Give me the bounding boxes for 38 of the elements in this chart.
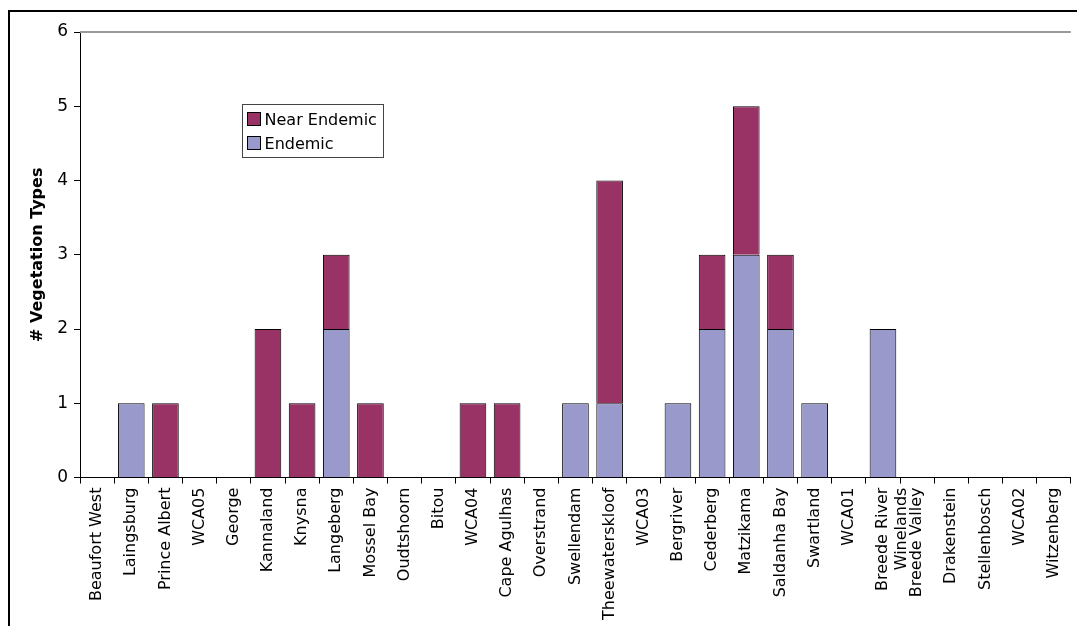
- x-tick-label: Matzikama: [735, 487, 755, 575]
- x-tick-label: WCA02: [1008, 487, 1028, 546]
- x-tick-label: Cape Agulhas: [496, 487, 516, 598]
- x-tick-label: Knysna: [291, 487, 311, 546]
- x-tick-label: Beaufort West: [86, 487, 106, 602]
- x-tick-label: WCA05: [188, 487, 208, 546]
- y-tick-label: 3: [57, 243, 69, 264]
- x-tick-label: Swellendam: [564, 487, 584, 586]
- x-tick-label: Langeberg: [325, 487, 345, 573]
- y-tick-label: 1: [57, 391, 69, 412]
- y-tick-label: 5: [57, 94, 69, 115]
- x-tick-label: Mossel Bay: [359, 487, 379, 578]
- x-tick-label: Theewaterskloof: [598, 487, 618, 622]
- y-tick-label: 2: [57, 317, 69, 338]
- x-tick-label: Oudtshoorn: [393, 487, 413, 582]
- x-tick-label: Swartland: [803, 487, 823, 569]
- x-tick-label: WCA04: [462, 487, 482, 546]
- x-tick-label: Overstrand: [530, 487, 550, 578]
- x-tick-label: Laingsburg: [120, 487, 140, 577]
- x-tick-label: Stellenbosch: [974, 487, 994, 590]
- x-tick-label: Prince Albert: [154, 487, 174, 591]
- y-tick-label: 4: [57, 168, 69, 189]
- x-tick-label: George: [222, 487, 242, 546]
- x-tick-label: Saldanha Bay: [769, 487, 789, 598]
- x-tick-label: WCA03: [632, 487, 652, 546]
- x-tick-label: Kannaland: [257, 487, 277, 573]
- x-tick-label: Bergriver: [667, 487, 687, 562]
- x-tick-label: Bitou: [427, 487, 447, 530]
- x-tick-label: Breede Valley: [906, 487, 926, 598]
- legend-label: Near Endemic: [264, 109, 377, 129]
- y-tick-label: 0: [57, 465, 69, 486]
- x-tick-label: Witzenberg: [1042, 487, 1062, 579]
- x-tick-label: Drakenstein: [940, 487, 960, 584]
- y-tick-label: 6: [57, 20, 69, 41]
- x-tick-label: Cederberg: [701, 487, 721, 572]
- legend-label: Endemic: [264, 133, 334, 153]
- x-tick-label: WCA01: [837, 487, 857, 546]
- y-axis-title: # Vegetation Types: [26, 167, 46, 342]
